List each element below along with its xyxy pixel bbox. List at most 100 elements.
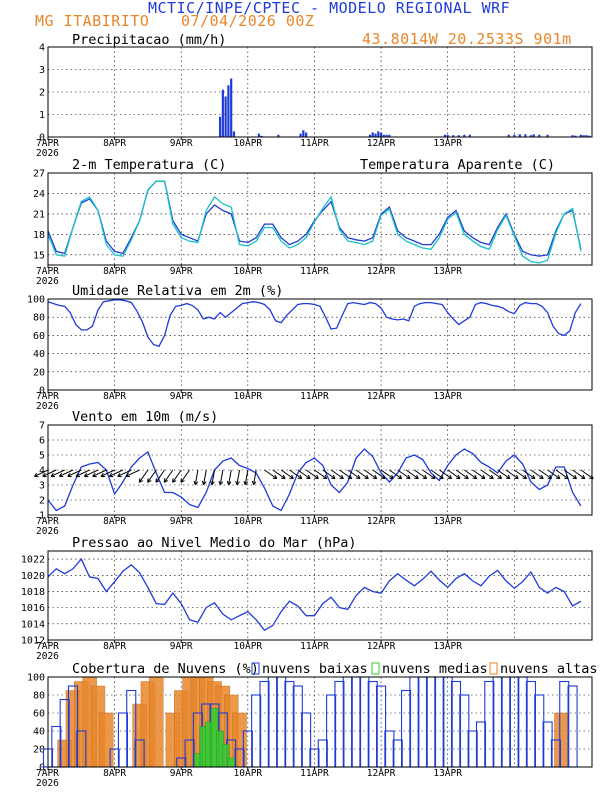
precip-bar (377, 131, 380, 137)
wind-arrow (50, 469, 65, 477)
wind-arrow (380, 469, 394, 480)
wind-arrow-head (341, 474, 344, 479)
wind-arrow (414, 469, 427, 480)
cloud-low-bar (117, 712, 128, 768)
x-tick-label: 12APR (367, 516, 396, 527)
cloud-low-bar (392, 739, 403, 768)
wind-arrow (203, 469, 207, 485)
series-line-0 (47, 448, 582, 512)
wind-arrow-head (193, 480, 196, 485)
cloud-low-bar (317, 739, 328, 768)
panel-frame (47, 676, 593, 768)
cloud-low-bar (517, 676, 528, 768)
precip-bar (382, 134, 385, 137)
precip-bar (257, 133, 261, 137)
x-tick-label: 8APR (103, 641, 126, 652)
panel-3: 1 2 3 4 5 6 7 7APR 8APR 9APR 10APR 11APR 12APR 13APR 2… (34, 409, 594, 537)
wind-arrow-head (432, 474, 436, 479)
wind-arrow-head (194, 481, 199, 486)
y-tick-label: 15 (33, 250, 45, 261)
x-year-label: 2026 (36, 778, 59, 789)
y-tick-label: 24 (33, 189, 45, 200)
x-tick-label: 9APR (170, 516, 193, 527)
precip-bar (371, 132, 374, 137)
wind-arrow (138, 469, 149, 483)
panel-2: 0 20 40 60 80 100 7APR 8APR 9APR 10APR 11APR 12APR 1… (27, 283, 593, 412)
wind-arrow-head (218, 480, 221, 485)
wind-arrow-head (499, 474, 503, 479)
wind-arrow (455, 469, 469, 480)
cloud-low-bar (567, 685, 578, 768)
panel-frame (47, 46, 593, 138)
wind-arrow (538, 469, 552, 480)
cloud-low-bar (334, 680, 345, 768)
wind-arrow-head (307, 474, 311, 479)
precip-bar (224, 96, 227, 137)
y-tick-label: 18 (33, 230, 45, 241)
panel-5: 0 20 40 60 80 100 7APR 8APR 9APR 10APR 11APR 12APR 1… (27, 661, 598, 789)
precip-bar (507, 134, 510, 137)
header-coords: 43.8014W 20.2533S 901m (362, 30, 572, 48)
precip-bar (374, 133, 377, 137)
cloud-low-bar (425, 676, 437, 768)
wind-arrow (125, 469, 140, 477)
wind-arrow (505, 469, 519, 480)
precip-bar (588, 135, 591, 137)
x-tick-label: 12APR (367, 641, 396, 652)
wind-arrow (513, 469, 527, 480)
y-tick-label: 20 (33, 367, 45, 378)
wind-arrow-head (366, 474, 369, 479)
wind-arrow-head (235, 480, 238, 485)
wind-arrow (447, 469, 461, 480)
precip-bar (574, 135, 577, 137)
cloud-low-bar (409, 676, 420, 768)
series-line-0 (47, 557, 582, 632)
panel-frame (47, 424, 593, 516)
y-tick-label: 80 (33, 691, 45, 702)
precip-bar (230, 78, 233, 137)
x-tick-label: 11APR (300, 641, 329, 652)
panel-frame (47, 550, 593, 641)
wind-arrow-head (100, 472, 104, 477)
y-tick-label: 27 (33, 169, 45, 180)
precip-bar (260, 135, 263, 137)
wind-arrow-head (299, 474, 303, 479)
wind-arrow (84, 469, 99, 477)
panel-title: Pressao ao Nivel Medio do Mar (hPa) (72, 535, 356, 551)
wind-arrow (211, 469, 216, 485)
precip-bar (232, 131, 236, 137)
x-tick-label: 11APR (300, 266, 329, 277)
wind-arrow (430, 469, 444, 480)
legend-swatch (489, 662, 498, 675)
panel-title: Cobertura de Nuvens (%) (72, 661, 259, 677)
wind-arrow (555, 469, 569, 480)
x-tick-label: 12APR (367, 266, 396, 277)
y-tick-label: 100 (27, 673, 45, 684)
y-tick-label: 80 (33, 313, 45, 324)
precip-bar (305, 132, 308, 137)
y-tick-label: 1020 (21, 571, 45, 582)
legend-swatch (371, 662, 380, 675)
panel-frame (47, 298, 593, 391)
wind-arrow-head (243, 480, 246, 485)
wind-arrow-head (416, 474, 419, 479)
wind-arrow-head (557, 474, 561, 479)
x-tick-label: 7APR (36, 641, 59, 652)
cloud-low-bar (342, 676, 353, 768)
wind-arrow-head (75, 472, 79, 477)
wind-arrow-head (164, 480, 169, 483)
cloud-low-bar (284, 680, 295, 768)
cloud-low-bar (400, 689, 412, 768)
wind-arrow (472, 469, 486, 480)
y-tick-label: 60 (33, 709, 45, 720)
x-tick-label: 8APR (103, 138, 126, 149)
panel-1: 15 18 21 24 27 7APR 8APR 9APR 10APR 11APR 12APR 13A… (33, 157, 593, 287)
x-tick-label: 10APR (234, 516, 263, 527)
x-tick-label: 12APR (367, 768, 396, 779)
wind-arrow-head (108, 472, 113, 477)
wind-arrow-head (524, 474, 528, 479)
wind-arrow-head (466, 474, 469, 479)
wind-arrow-head (391, 474, 394, 479)
panel-title: Umidade Relativa em 2m (%) (72, 283, 283, 299)
